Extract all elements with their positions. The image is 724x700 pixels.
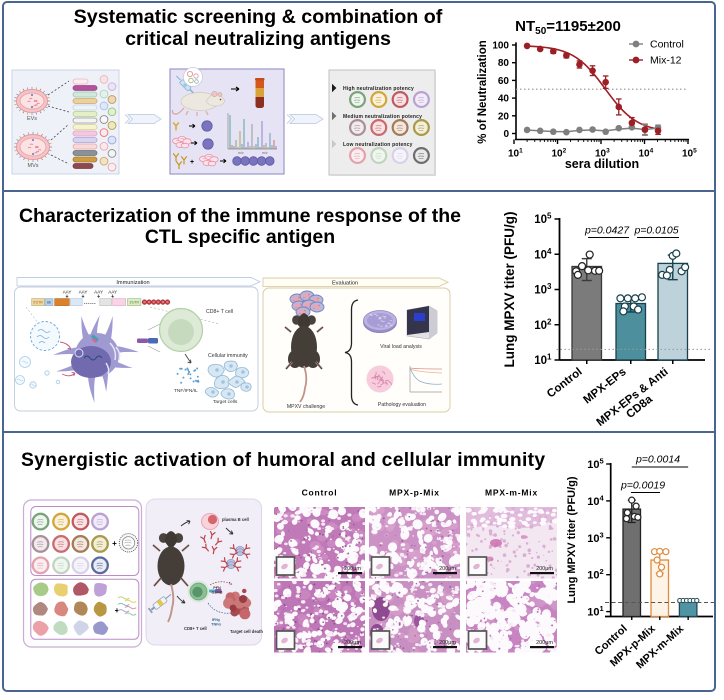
svg-text:TNFα: TNFα [211, 622, 221, 626]
svg-text:Target cell death: Target cell death [230, 629, 263, 634]
svg-text:EVs: EVs [27, 116, 37, 122]
svg-text:Pathology evaluation: Pathology evaluation [378, 402, 426, 408]
svg-text:Control: Control [545, 366, 585, 401]
svg-text:PFN: PFN [213, 586, 221, 590]
svg-text:+: + [190, 159, 194, 166]
svg-text:105: 105 [682, 148, 697, 160]
svg-text:101: 101 [508, 148, 523, 160]
svg-text:Control: Control [650, 39, 684, 51]
svg-text:0: 0 [503, 129, 509, 140]
svg-text:MPXV challenge: MPXV challenge [287, 404, 325, 410]
svg-text:+: + [115, 606, 120, 615]
svg-text:NT50=1195±200: NT50=1195±200 [515, 18, 621, 37]
svg-text:Target cells: Target cells [213, 399, 238, 405]
svg-text:m/z: m/z [262, 151, 268, 155]
svg-text:105: 105 [534, 212, 552, 227]
svg-text:MPX-p-Mix: MPX-p-Mix [389, 488, 440, 498]
svg-text:Low neutralization potency: Low neutralization potency [343, 142, 413, 148]
svg-text:60: 60 [498, 76, 510, 87]
svg-text:% of Neutralization: % of Neutralization [477, 40, 489, 144]
svg-text:200μm: 200μm [439, 566, 456, 572]
svg-text:GzmB: GzmB [212, 590, 223, 594]
svg-text:p=0.0014: p=0.0014 [635, 454, 680, 466]
svg-text:AAY: AAY [63, 290, 72, 295]
svg-text:Lung MPXV titer (PFU/g): Lung MPXV titer (PFU/g) [566, 476, 578, 603]
svg-text:Mix-12: Mix-12 [650, 55, 682, 67]
svg-text:Immunization: Immunization [116, 280, 149, 286]
svg-text:p=0.0019: p=0.0019 [620, 480, 665, 492]
svg-text:20: 20 [498, 111, 510, 122]
svg-text:101: 101 [587, 604, 603, 619]
svg-text:104: 104 [639, 148, 654, 160]
svg-text:TNF/IFN/IL: TNF/IFN/IL [174, 388, 198, 394]
svg-text:104: 104 [587, 493, 604, 508]
svg-text:80: 80 [498, 58, 510, 69]
svg-text:103: 103 [534, 282, 552, 297]
svg-text:MPX-m-Mix: MPX-m-Mix [485, 488, 538, 498]
svg-text:Viral load analysis: Viral load analysis [380, 344, 422, 350]
svg-text:200μm: 200μm [439, 640, 456, 646]
svg-text:5'UTR: 5'UTR [33, 300, 43, 304]
svg-text:CD8+ T cell: CD8+ T cell [206, 309, 233, 315]
svg-text:......: ...... [84, 300, 96, 306]
svg-text:p=0.0105: p=0.0105 [633, 225, 678, 237]
svg-text:High neutralization potency: High neutralization potency [343, 86, 414, 92]
svg-text:AAY: AAY [79, 290, 88, 295]
svg-text:102: 102 [534, 317, 552, 332]
svg-text:Lung MPXV titer (PFU/g): Lung MPXV titer (PFU/g) [502, 212, 517, 368]
svg-text:sera dilution: sera dilution [565, 157, 639, 171]
svg-text:IFNγ: IFNγ [212, 618, 221, 622]
svg-text:AAY: AAY [94, 290, 103, 295]
svg-text:MVs: MVs [28, 163, 39, 169]
svg-text:+: + [112, 539, 117, 548]
svg-text:Medium neutralization potency: Medium neutralization potency [343, 114, 422, 120]
svg-text:CD8+ T cell: CD8+ T cell [184, 626, 207, 631]
svg-text:3'UTR: 3'UTR [129, 300, 139, 304]
svg-text:p=0.0427: p=0.0427 [584, 225, 630, 237]
svg-text:200μm: 200μm [536, 640, 553, 646]
svg-text:Evaluation: Evaluation [332, 280, 358, 286]
svg-text:104: 104 [534, 247, 552, 262]
svg-text:plasma B cell: plasma B cell [222, 517, 249, 522]
svg-text:Cellular immunity: Cellular immunity [208, 353, 248, 359]
svg-text:40: 40 [498, 94, 510, 105]
svg-text:101: 101 [534, 353, 552, 368]
svg-text:102: 102 [587, 567, 603, 582]
svg-text:103: 103 [587, 530, 603, 545]
svg-text:100: 100 [492, 41, 509, 52]
svg-text:105: 105 [587, 457, 603, 472]
svg-text:200μm: 200μm [536, 566, 553, 572]
svg-text:AAY: AAY [108, 290, 117, 295]
svg-text:m/z: m/z [238, 151, 244, 155]
svg-text:200μm: 200μm [344, 566, 361, 572]
svg-text:Control: Control [302, 488, 338, 498]
svg-text:Ub: Ub [47, 300, 51, 304]
svg-text:200μm: 200μm [344, 640, 361, 646]
